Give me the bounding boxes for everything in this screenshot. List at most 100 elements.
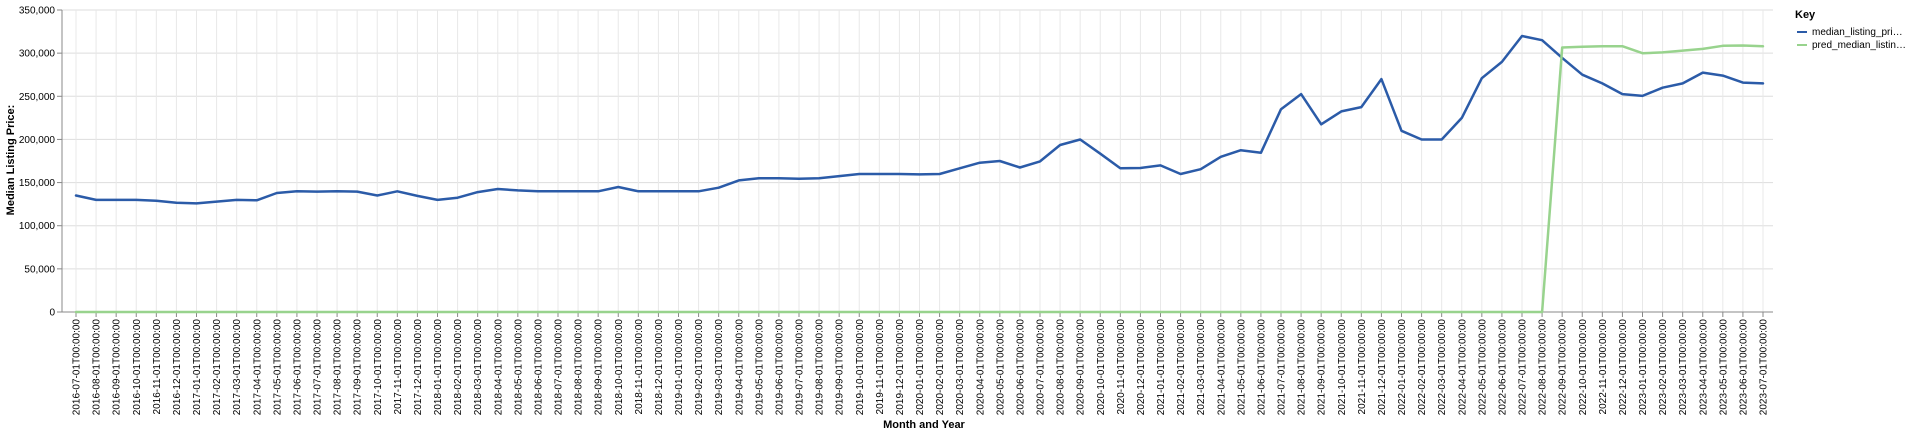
x-tick-label: 2018-10-01T00:00:00 <box>614 319 625 416</box>
legend: Key median_listing_pri… pred_median_list… <box>1795 9 1906 51</box>
gridlines <box>62 9 1773 312</box>
x-tick-label: 2016-10-01T00:00:00 <box>132 319 143 416</box>
x-tick-label: 2022-08-01T00:00:00 <box>1538 319 1549 416</box>
y-tick-label: 150,000 <box>19 178 56 189</box>
x-tick-label: 2018-07-01T00:00:00 <box>554 319 565 416</box>
x-tick-label: 2017-01-01T00:00:00 <box>192 319 203 416</box>
x-tick-label: 2018-12-01T00:00:00 <box>654 319 665 416</box>
x-tick-label: 2017-03-01T00:00:00 <box>232 319 243 416</box>
series-lines <box>74 34 1765 314</box>
x-tick-label: 2021-08-01T00:00:00 <box>1297 319 1308 416</box>
x-tick-label: 2020-04-01T00:00:00 <box>975 319 986 416</box>
x-tick-label: 2017-12-01T00:00:00 <box>413 319 424 416</box>
x-tick-label: 2020-09-01T00:00:00 <box>1076 319 1087 416</box>
x-tick-label: 2018-09-01T00:00:00 <box>594 319 605 416</box>
x-tick-label: 2018-03-01T00:00:00 <box>473 319 484 416</box>
x-tick-label: 2022-04-01T00:00:00 <box>1457 319 1468 416</box>
x-tick-label: 2020-02-01T00:00:00 <box>935 319 946 416</box>
x-tick-label: 2021-05-01T00:00:00 <box>1236 319 1247 416</box>
x-tick-label: 2018-02-01T00:00:00 <box>453 319 464 416</box>
x-tick-label: 2022-05-01T00:00:00 <box>1477 319 1488 416</box>
x-tick-label: 2023-03-01T00:00:00 <box>1678 319 1689 416</box>
x-tick-label: 2018-05-01T00:00:00 <box>513 319 524 416</box>
x-tick-label: 2021-07-01T00:00:00 <box>1277 319 1288 416</box>
x-tick-label: 2023-04-01T00:00:00 <box>1698 319 1709 416</box>
x-tick-label: 2016-11-01T00:00:00 <box>152 319 163 415</box>
x-tick-label: 2020-01-01T00:00:00 <box>915 319 926 416</box>
x-tick-label: 2017-04-01T00:00:00 <box>252 319 263 416</box>
x-tick-label: 2016-08-01T00:00:00 <box>92 319 103 416</box>
x-axis-title: Month and Year <box>883 419 965 431</box>
y-tick-label: 0 <box>49 308 55 319</box>
x-tick-label: 2022-02-01T00:00:00 <box>1417 319 1428 416</box>
x-tick-label: 2021-03-01T00:00:00 <box>1196 319 1207 416</box>
x-tick-label: 2021-02-01T00:00:00 <box>1176 319 1187 416</box>
x-tick-label: 2023-06-01T00:00:00 <box>1738 319 1749 416</box>
x-tick-label: 2019-08-01T00:00:00 <box>815 319 826 416</box>
x-tick-label: 2020-12-01T00:00:00 <box>1136 319 1147 416</box>
y-axis-title: Median Listing Price: <box>5 105 17 216</box>
x-tick-label: 2020-06-01T00:00:00 <box>1015 319 1026 416</box>
y-axis-tick-labels: 0 50,000 100,000 150,000 200,000 250,000 300,0… <box>19 6 56 319</box>
y-tick-label: 200,000 <box>19 135 56 146</box>
x-tick-label: 2022-07-01T00:00:00 <box>1518 319 1529 416</box>
x-tick-label: 2017-10-01T00:00:00 <box>373 319 384 416</box>
x-tick-label: 2023-02-01T00:00:00 <box>1658 319 1669 416</box>
series-line-pred-median-listing-price <box>74 44 1765 314</box>
x-tick-label: 2022-09-01T00:00:00 <box>1558 319 1569 416</box>
x-tick-label: 2022-12-01T00:00:00 <box>1618 319 1629 416</box>
x-tick-label: 2018-08-01T00:00:00 <box>574 319 585 416</box>
x-tick-label: 2021-11-01T00:00:00 <box>1357 319 1368 415</box>
x-tick-label: 2020-10-01T00:00:00 <box>1096 319 1107 416</box>
x-axis-tick-labels: 2016-07-01T00:00:00 2016-08-01T00:00:00 20… <box>72 319 1770 416</box>
x-tick-label: 2023-01-01T00:00:00 <box>1638 319 1649 416</box>
x-tick-label: 2018-11-01T00:00:00 <box>634 319 645 415</box>
x-tick-label: 2019-03-01T00:00:00 <box>714 319 725 416</box>
x-tick-label: 2022-03-01T00:00:00 <box>1437 319 1448 416</box>
x-tick-label: 2019-12-01T00:00:00 <box>895 319 906 416</box>
x-tick-label: 2021-04-01T00:00:00 <box>1216 319 1227 416</box>
axes <box>57 9 1773 317</box>
y-tick-label: 100,000 <box>19 221 56 232</box>
x-tick-label: 2016-07-01T00:00:00 <box>72 319 83 416</box>
x-tick-label: 2019-10-01T00:00:00 <box>855 319 866 416</box>
x-tick-label: 2021-12-01T00:00:00 <box>1377 319 1388 416</box>
x-tick-label: 2023-05-01T00:00:00 <box>1718 319 1729 416</box>
x-tick-label: 2021-06-01T00:00:00 <box>1256 319 1267 416</box>
x-tick-label: 2021-09-01T00:00:00 <box>1317 319 1328 416</box>
x-tick-label: 2016-12-01T00:00:00 <box>172 319 183 416</box>
x-tick-label: 2021-01-01T00:00:00 <box>1156 319 1167 416</box>
x-tick-label: 2019-09-01T00:00:00 <box>835 319 846 416</box>
x-tick-label: 2017-06-01T00:00:00 <box>292 319 303 416</box>
x-tick-label: 2019-11-01T00:00:00 <box>875 319 886 415</box>
x-tick-label: 2017-09-01T00:00:00 <box>353 319 364 416</box>
legend-title: Key <box>1795 9 1816 21</box>
legend-label-median-listing-price: median_listing_pri… <box>1812 27 1903 38</box>
x-tick-label: 2023-07-01T00:00:00 <box>1759 319 1770 416</box>
y-tick-label: 350,000 <box>19 6 56 17</box>
x-tick-label: 2019-01-01T00:00:00 <box>674 319 685 416</box>
x-tick-label: 2019-02-01T00:00:00 <box>694 319 705 416</box>
x-tick-label: 2017-08-01T00:00:00 <box>333 319 344 416</box>
x-tick-label: 2017-07-01T00:00:00 <box>313 319 324 416</box>
x-tick-label: 2017-02-01T00:00:00 <box>212 319 223 416</box>
x-tick-label: 2018-06-01T00:00:00 <box>533 319 544 416</box>
x-tick-label: 2016-09-01T00:00:00 <box>112 319 123 416</box>
x-tick-label: 2022-10-01T00:00:00 <box>1578 319 1589 416</box>
x-tick-label: 2022-01-01T00:00:00 <box>1397 319 1408 416</box>
x-tick-label: 2017-05-01T00:00:00 <box>272 319 283 416</box>
x-tick-label: 2020-05-01T00:00:00 <box>995 319 1006 416</box>
x-tick-label: 2018-04-01T00:00:00 <box>493 319 504 416</box>
legend-label-pred-median-listing-price: pred_median_listin… <box>1812 40 1906 51</box>
x-tick-label: 2020-11-01T00:00:00 <box>1116 319 1127 415</box>
x-tick-label: 2020-08-01T00:00:00 <box>1056 319 1067 416</box>
x-tick-label: 2017-11-01T00:00:00 <box>393 319 404 415</box>
y-tick-label: 50,000 <box>24 264 55 275</box>
x-tick-label: 2019-07-01T00:00:00 <box>795 319 806 416</box>
x-tick-label: 2018-01-01T00:00:00 <box>433 319 444 416</box>
x-tick-label: 2019-04-01T00:00:00 <box>734 319 745 416</box>
x-tick-label: 2022-06-01T00:00:00 <box>1497 319 1508 416</box>
x-tick-label: 2020-07-01T00:00:00 <box>1036 319 1047 416</box>
x-tick-label: 2022-11-01T00:00:00 <box>1598 319 1609 415</box>
